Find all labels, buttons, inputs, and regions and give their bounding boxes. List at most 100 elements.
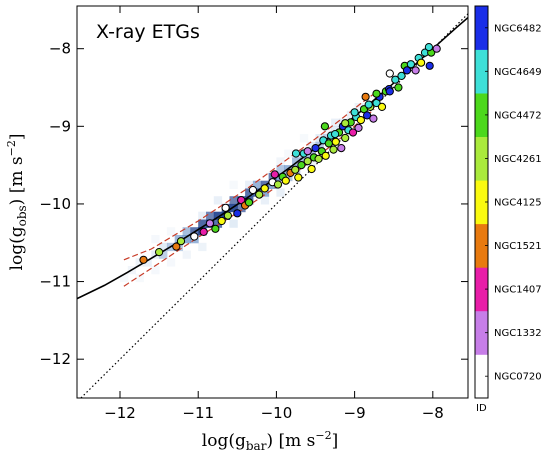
point-ngc4649: [397, 71, 406, 81]
point-ngc1332: [303, 147, 312, 156]
point-ngc4649: [291, 149, 301, 158]
point-ngc1332: [411, 66, 420, 75]
colorbar-frame: [474, 5, 489, 399]
density-cell: [166, 227, 176, 236]
density-cell: [206, 211, 215, 220]
density-cell: [245, 188, 254, 197]
point-ngc1332: [369, 114, 378, 123]
point-ngc6482: [402, 66, 412, 75]
density-cell: [323, 126, 332, 135]
density-cell: [307, 141, 316, 151]
density-cell: [213, 219, 223, 228]
x-tick-label: −12: [104, 404, 136, 422]
point-ngc4472: [320, 122, 329, 131]
x-tick-label: −9: [344, 404, 366, 422]
density-cell: [339, 126, 348, 135]
y-axis: −12 −11 −10 −9 −8: [39, 40, 468, 368]
density-cell: [213, 211, 223, 220]
density-cell: [135, 273, 144, 283]
density-cell: [276, 157, 285, 166]
colorbar-title: ID: [476, 403, 487, 414]
chart-title: X-ray ETGs: [96, 21, 200, 43]
colorbar-label: NGC1407: [494, 285, 542, 296]
point-ngc4472: [372, 89, 381, 98]
density-cell: [143, 258, 152, 267]
colorbar: NGC0720 NGC1332 NGC1407 NGC1521 NGC4125 NGC42…: [474, 5, 542, 399]
point-ngc4261: [341, 119, 350, 128]
point-ngc4649: [364, 100, 373, 109]
point-ngc4261: [176, 237, 186, 246]
point-ngc4125: [260, 184, 269, 193]
point-ngc1521: [361, 92, 370, 101]
colorbar-segment-ngc4125: [475, 180, 488, 225]
x-tick-label: −8: [422, 404, 444, 422]
colorbar-label: NGC1521: [494, 241, 542, 252]
point-ngc1521: [139, 255, 148, 264]
y-tick-label: −8: [49, 40, 71, 58]
point-ngc1407: [270, 170, 279, 179]
density-cell: [299, 134, 309, 143]
density-cell: [135, 258, 144, 267]
point-ngc4125: [321, 151, 330, 160]
point-ngc4125: [417, 58, 426, 67]
point-ngc0720: [248, 185, 257, 195]
point-ngc6482: [363, 111, 372, 120]
y-tick-label: −9: [49, 117, 71, 135]
colorbar-label: NGC1332: [494, 328, 542, 339]
colorbar-segment-ngc6482: [475, 6, 488, 50]
y-tick-label: −12: [39, 350, 71, 368]
colorbar-segment-ngc1521: [475, 223, 488, 268]
density-cell: [229, 196, 238, 205]
density-cell: [260, 196, 270, 205]
point-ngc1332: [337, 144, 346, 153]
point-ngc4261: [314, 154, 323, 163]
point-ngc4125: [356, 116, 365, 125]
density-cell: [252, 180, 262, 189]
density-cell: [284, 149, 293, 158]
density-cell: [120, 273, 129, 283]
x-tick-label: −11: [182, 404, 214, 422]
density-cell: [198, 211, 207, 220]
point-ngc4125: [294, 173, 303, 182]
point-ngc4125: [281, 176, 290, 185]
point-ngc4261: [329, 145, 338, 154]
density-cell: [315, 134, 324, 143]
point-ngc4261: [223, 211, 232, 220]
point-ngc4125: [331, 137, 340, 146]
line-upper: [123, 93, 375, 261]
density-cell: [151, 235, 160, 244]
colorbar-segment-ngc1332: [475, 310, 488, 355]
point-ngc6482: [311, 144, 320, 153]
point-ngc1407: [199, 227, 208, 236]
density-cell: [307, 157, 316, 166]
point-ngc4472: [394, 83, 403, 92]
point-ngc1332: [205, 219, 214, 228]
density-cell: [331, 118, 340, 127]
colorbar-label: NGC4261: [494, 154, 542, 165]
point-ngc4261: [303, 157, 312, 166]
density-cell: [159, 242, 168, 252]
density-cell: [182, 227, 191, 236]
density-cell: [166, 258, 176, 267]
point-ngc6482: [425, 61, 434, 70]
point-ngc4261: [255, 190, 264, 199]
point-ngc4649: [406, 60, 415, 69]
point-ngc4649: [331, 130, 340, 139]
point-ngc1407: [348, 128, 358, 137]
point-ngc4649: [350, 108, 359, 117]
point-ngc0720: [221, 203, 230, 212]
colorbar-label: NGC6482: [494, 23, 542, 34]
point-ngc0720: [190, 232, 199, 241]
density-cell: [198, 219, 207, 228]
density-cell: [346, 110, 356, 120]
point-ngc4472: [211, 224, 220, 233]
point-ngc1407: [237, 196, 246, 205]
density-cell: [260, 188, 270, 197]
y-tick-label: −10: [39, 195, 71, 213]
point-ngc4261: [273, 180, 283, 189]
point-ngc1332: [432, 44, 441, 53]
colorbar-label: NGC4125: [494, 198, 542, 209]
density-cell: [151, 266, 160, 275]
density-cell: [292, 157, 301, 166]
colorbar-segment-ngc4649: [475, 49, 488, 94]
